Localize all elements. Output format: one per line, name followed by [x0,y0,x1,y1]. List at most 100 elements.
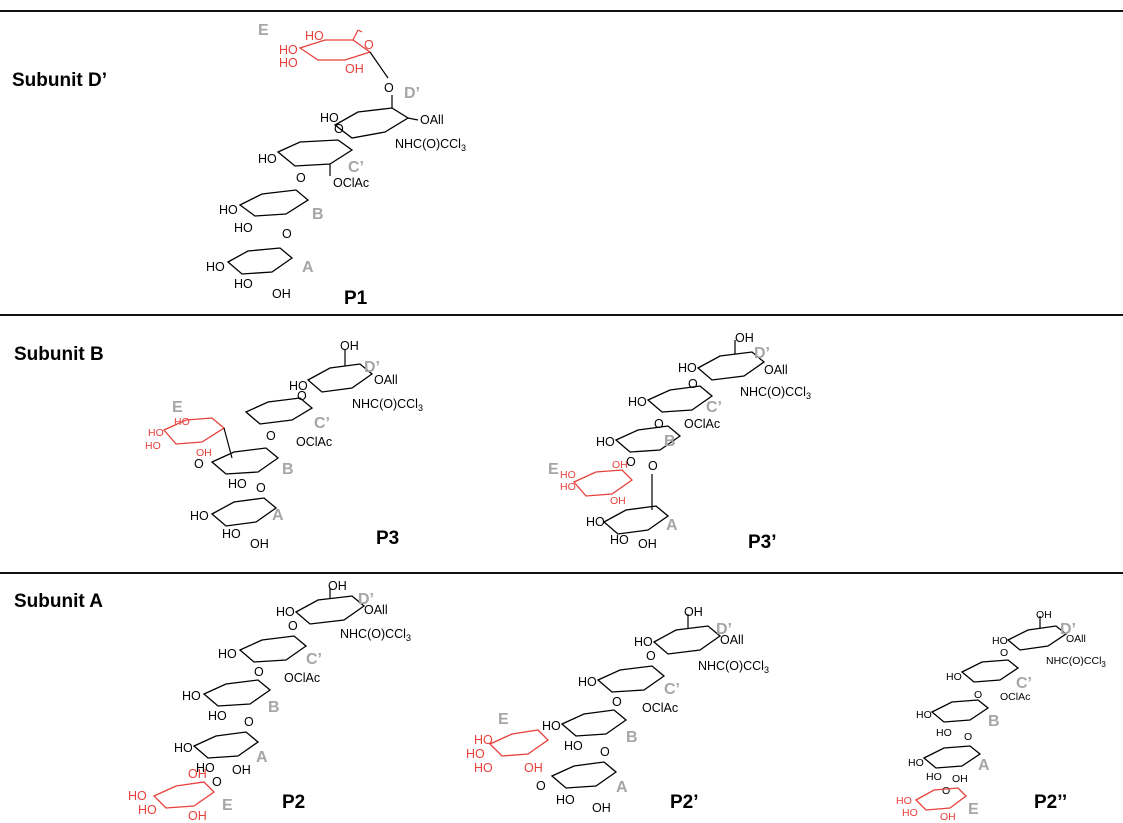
p2pp-e-ho1: HO [896,795,912,807]
p2p-e-oh: OH [524,761,543,775]
p2-label-e: E [222,797,233,814]
p2-link-b-c: O [254,665,264,679]
p2pp-d-ho: HO [992,635,1008,647]
ring-d-p2 [294,595,366,625]
structure-p2-prime: OH HO OAll NHC(O)CCl3 D’ O HO OClAc C’ O… [466,605,769,815]
p2-e-oh1: OH [188,767,207,781]
p2-b-ho2: HO [208,709,227,723]
p2p-label-a: A [616,779,628,796]
p2pp-link-b-c: O [974,689,982,701]
p3p-d-oh: OH [735,331,754,345]
ring-b-p2pp [930,699,990,723]
structure-p1: HO HO HO OH O O E HO OAll NHC(O)CCl3 D’ … [206,22,466,309]
compound-label-p3-prime: P3’ [748,532,777,553]
p2pp-a-oh: OH [952,773,968,785]
p2pp-a-ho2: HO [926,771,942,783]
p1-a-ho1: HO [206,260,225,274]
p2pp-a-ho1: HO [908,757,924,769]
compound-label-p3: P3 [376,528,399,549]
p2-d-oh: OH [328,579,347,593]
p2-label-c: C’ [306,651,322,668]
p2-b-ho1: HO [182,689,201,703]
section-label-subunit-a: Subunit A [14,591,103,612]
p3p-link-c-d: O [688,377,698,391]
p2pp-b-ho1: HO [916,709,932,721]
p1-c-oclac: OClAc [333,176,369,190]
p1-d-ho: HO [320,111,339,125]
p2pp-c-oclac: OClAc [1000,691,1030,703]
p1-link-e-d: O [384,81,394,95]
p2-label-b: B [268,699,280,716]
p3-a-ho2: HO [222,527,241,541]
p2pp-c-ho: HO [946,671,962,683]
section-label-subunit-b: Subunit B [14,344,104,365]
p1-a-ho2: HO [234,277,253,291]
p3p-link-b-c: O [654,417,664,431]
p3p-label-b: B [664,433,676,450]
compound-label-p2-double-prime: P2’’ [1034,792,1067,813]
p2-label-d: D’ [358,591,374,608]
p3-e-ho2: HO [145,440,161,452]
p2p-d-ho: HO [634,635,653,649]
p3p-label-c: C’ [706,399,722,416]
p3-link-a-b: O [256,481,266,495]
p2-link-e-a: O [212,775,222,789]
p2p-a-oh: OH [592,801,611,815]
ring-d-p3p [696,351,766,381]
p2pp-link-a-b: O [964,731,972,743]
p3-b-ho: HO [228,477,247,491]
p2p-d-nhc: NHC(O)CCl3 [698,659,769,675]
ring-d-p1 [333,107,410,139]
p2pp-link-c-d: O [1000,647,1008,659]
ring-a-p2p [550,761,618,789]
p2pp-link-e-a: O [942,785,950,797]
p2p-label-e: E [498,711,509,728]
p3p-link-e-b: O [626,455,636,469]
p2p-link-a-b: O [600,745,610,759]
p3-d-nhc: NHC(O)CCl3 [352,397,423,413]
p3p-label-e: E [548,461,559,478]
p1-d-oall: OAll [420,113,444,127]
ring-e-p3p [572,469,634,497]
p2pp-d-oh: OH [1036,609,1052,621]
p2p-label-c: C’ [664,681,680,698]
ring-d-p2p [652,625,722,655]
p3p-e-oh1: OH [612,459,628,471]
p1-label-c: C’ [348,159,364,176]
p2pp-e-ho2: HO [902,807,918,819]
p2p-link-c-d: O [646,649,656,663]
p2p-c-ho: HO [578,675,597,689]
p1-d-nhc: NHC(O)CCl3 [395,137,466,153]
p1-link-c-d: O [334,122,344,136]
p1-e-ho2: HO [279,43,298,57]
ring-b-p1 [238,189,310,217]
p2-e-oh2: OH [188,809,207,823]
p2pp-d-nhc: NHC(O)CCl3 [1046,655,1106,669]
p3p-a-oh: OH [638,537,657,551]
p2p-d-oh: OH [684,605,703,619]
structure-p3-prime: OH HO OAll NHC(O)CCl3 D’ O HO OClAc C’ O… [548,331,811,553]
p2p-e-ho1: HO [474,733,493,747]
p3-label-d: D’ [364,359,380,376]
p3-label-e: E [172,399,183,416]
p2pp-label-b: B [988,713,1000,730]
structure-p3: OH HO OAll NHC(O)CCl3 D’ O OClAc C’ O HO… [145,339,423,551]
p3p-c-oclac: OClAc [684,417,720,431]
p3p-c-ho: HO [628,395,647,409]
p3-d-oall: OAll [374,373,398,387]
p2pp-b-ho2: HO [936,727,952,739]
ring-e-p3 [162,417,226,445]
section-divider-2 [0,572,1123,574]
compound-label-p1: P1 [344,288,368,309]
p3p-label-d: D’ [754,345,770,362]
ring-d-p2pp [1006,625,1068,651]
ring-a-p1 [226,247,294,275]
p3p-d-oall: OAll [764,363,788,377]
p3-c-oclac: OClAc [296,435,332,449]
p1-e-ho3: HO [279,56,298,70]
p3-e-oh: OH [196,447,212,459]
compound-label-p2: P2 [282,792,305,813]
p2-a-ho2: HO [196,761,215,775]
p3-d-ho: HO [289,379,308,393]
ring-a-p2pp [922,745,982,769]
